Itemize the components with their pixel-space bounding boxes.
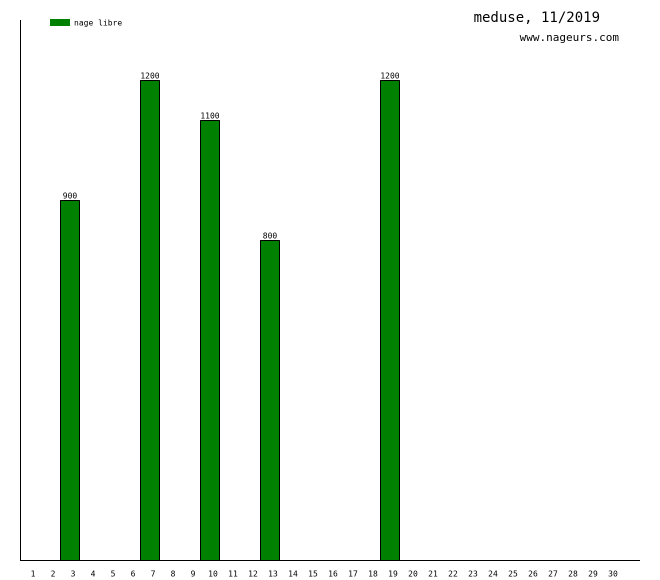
bar [380,80,400,561]
x-tick-label: 9 [191,570,196,579]
x-tick-label: 20 [408,570,418,579]
bar [140,80,160,561]
x-tick-label: 10 [208,570,218,579]
x-tick-label: 30 [608,570,618,579]
x-tick-label: 24 [488,570,498,579]
data-label: 1100 [200,112,219,121]
x-tick-label: 7 [151,570,156,579]
x-tick-label: 6 [131,570,136,579]
x-tick-label: 14 [288,570,298,579]
x-tick-label: 2 [51,570,56,579]
x-tick-label: 23 [468,570,478,579]
x-tick-label: 16 [328,570,338,579]
data-label: 1200 [140,72,159,81]
x-tick-label: 19 [388,570,398,579]
x-tick-label: 29 [588,570,598,579]
x-tick-label: 25 [508,570,518,579]
x-tick-label: 4 [91,570,96,579]
bar [260,240,280,561]
bar [200,120,220,561]
legend-label: nage libre [74,19,122,28]
x-tick-label: 17 [348,570,358,579]
chart-title: meduse, 11/2019 [474,10,600,26]
x-tick-label: 8 [171,570,176,579]
legend-swatch [50,19,70,26]
x-tick-label: 5 [111,570,116,579]
data-label: 1200 [380,72,399,81]
x-tick-label: 28 [568,570,578,579]
x-tick-label: 26 [528,570,538,579]
x-tick-label: 1 [31,570,36,579]
x-tick-label: 12 [248,570,258,579]
x-tick-label: 27 [548,570,558,579]
chart-subtitle: www.nageurs.com [520,31,620,44]
bar [60,200,80,561]
x-tick-label: 13 [268,570,278,579]
x-tick-label: 11 [228,570,238,579]
x-tick-label: 21 [428,570,438,579]
x-tick-label: 15 [308,570,318,579]
x-tick-label: 22 [448,570,458,579]
data-label: 900 [63,192,78,201]
data-label: 800 [263,232,278,241]
x-tick-label: 3 [71,570,76,579]
x-tick-label: 18 [368,570,378,579]
